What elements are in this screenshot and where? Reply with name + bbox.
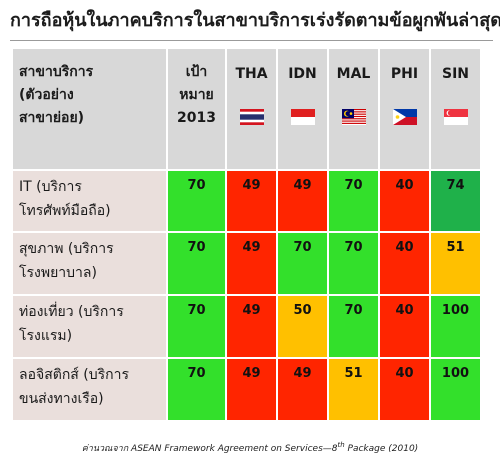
row-label-line: โรงพยาบาล) [19, 265, 97, 281]
value-cell: 40 [380, 359, 429, 420]
philippines-flag-icon [392, 109, 417, 125]
value-cell: 49 [227, 171, 276, 231]
source-note-prefix: ค่านวณจาก ASEAN Framework Agreement on S… [81, 444, 338, 454]
header-target-line: เป้า [185, 64, 208, 80]
country-code: PHI [390, 66, 419, 82]
value-cell: 40 [380, 171, 429, 231]
row-label-line: ขนส่งทางเรือ) [19, 391, 104, 407]
table-row: สุขภาพ (บริการ โรงพยาบาล) 70 49 70 70 40… [13, 233, 480, 294]
value-cell: 40 [380, 296, 429, 357]
target-cell: 70 [168, 171, 225, 231]
country-code: MAL [336, 66, 371, 82]
row-label: IT (บริการ โทรศัพท์มือถือ) [13, 171, 166, 231]
value-cell: 74 [431, 171, 480, 231]
row-label: สุขภาพ (บริการ โรงพยาบาล) [13, 233, 166, 294]
header-sector-line: สาขาบริการ [19, 64, 94, 80]
value-cell: 70 [329, 171, 378, 231]
title-divider [10, 40, 493, 41]
table-row: IT (บริการ โทรศัพท์มือถือ) 70 49 49 70 4… [13, 171, 480, 231]
indonesia-flag-icon [290, 109, 315, 125]
value-cell: 49 [278, 171, 327, 231]
value-cell: 50 [278, 296, 327, 357]
value-cell: 49 [227, 296, 276, 357]
value-cell: 49 [278, 359, 327, 420]
source-note-suffix: Package (2010) [344, 444, 419, 454]
country-code: IDN [288, 66, 317, 82]
header-sector: สาขาบริการ (ตัวอย่าง สาขาย่อย) [13, 49, 166, 169]
value-cell: 51 [329, 359, 378, 420]
source-note: ค่านวณจาก ASEAN Framework Agreement on S… [0, 436, 500, 454]
row-label-line: IT (บริการ [19, 179, 82, 195]
header-sector-line: สาขาย่อย) [19, 110, 85, 126]
row-label-line: ท่องเที่ยว (บริการ [19, 304, 124, 320]
header-sector-line: (ตัวอย่าง [19, 87, 74, 103]
table-row: ท่องเที่ยว (บริการ โรงแรม) 70 49 50 70 4… [13, 296, 480, 357]
malaysia-flag-icon [341, 109, 366, 125]
row-label: ลอจิสติกส์ (บริการ ขนส่งทางเรือ) [13, 359, 166, 420]
value-cell: 49 [227, 233, 276, 294]
value-cell: 40 [380, 233, 429, 294]
country-code: THA [235, 66, 268, 82]
header-target-line: หมาย [179, 87, 214, 103]
row-label-line: สุขภาพ (บริการ [19, 241, 114, 257]
header-country-sin: SIN [431, 49, 480, 169]
country-code: SIN [441, 66, 469, 82]
source-note-superscript: th [337, 441, 345, 449]
value-cell: 100 [431, 296, 480, 357]
value-cell: 51 [431, 233, 480, 294]
singapore-flag-icon [443, 109, 468, 125]
header-target: เป้า หมาย 2013 [168, 49, 225, 169]
target-cell: 70 [168, 359, 225, 420]
header-country-phi: PHI [380, 49, 429, 169]
header-country-mal: MAL [329, 49, 378, 169]
value-cell: 49 [227, 359, 276, 420]
table-row: ลอจิสติกส์ (บริการ ขนส่งทางเรือ) 70 49 4… [13, 359, 480, 420]
value-cell: 100 [431, 359, 480, 420]
target-cell: 70 [168, 296, 225, 357]
header-row: สาขาบริการ (ตัวอย่าง สาขาย่อย) เป้า หมาย… [13, 49, 480, 169]
thailand-flag-icon [239, 109, 264, 125]
commitment-table: สาขาบริการ (ตัวอย่าง สาขาย่อย) เป้า หมาย… [11, 47, 482, 422]
target-cell: 70 [168, 233, 225, 294]
page-title: การถือหุ้นในภาคบริการในสาขาบริการเร่งรัด… [10, 10, 500, 31]
header-target-line: 2013 [177, 110, 216, 126]
value-cell: 70 [329, 233, 378, 294]
row-label-line: โรงแรม) [19, 328, 73, 344]
header-country-tha: THA [227, 49, 276, 169]
header-country-idn: IDN [278, 49, 327, 169]
value-cell: 70 [278, 233, 327, 294]
row-label-line: ลอจิสติกส์ (บริการ [19, 367, 130, 383]
value-cell: 70 [329, 296, 378, 357]
row-label: ท่องเที่ยว (บริการ โรงแรม) [13, 296, 166, 357]
row-label-line: โทรศัพท์มือถือ) [19, 203, 111, 219]
